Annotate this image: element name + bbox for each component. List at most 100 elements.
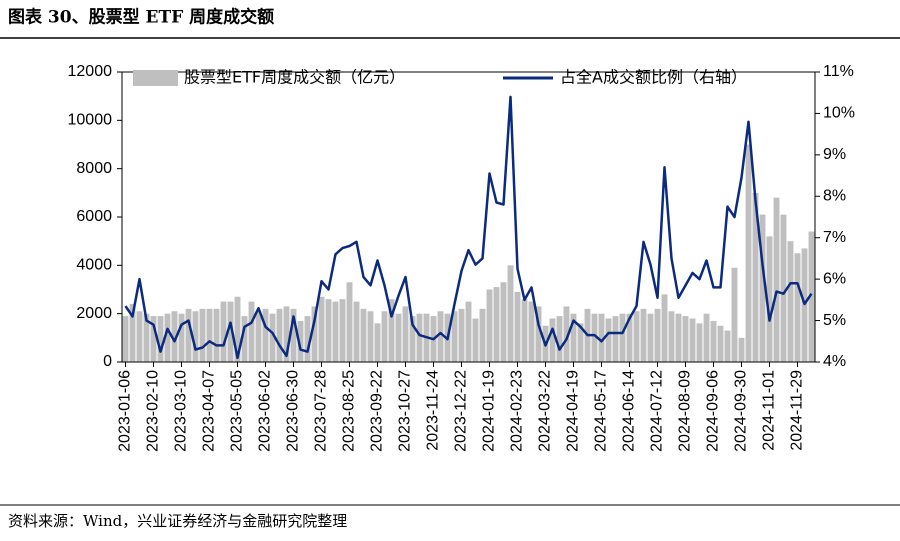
bar — [458, 308, 465, 362]
bar — [661, 294, 668, 362]
bar — [556, 316, 563, 362]
bar — [696, 323, 703, 362]
bar — [297, 320, 304, 362]
bar — [164, 313, 171, 362]
bar — [129, 304, 136, 362]
bar — [248, 301, 255, 362]
x-tick-label: 2024-03-22 — [537, 370, 554, 452]
bar — [605, 318, 612, 362]
bar — [234, 296, 241, 362]
y2-tick-label: 4% — [823, 353, 846, 370]
bar — [479, 308, 486, 362]
y2-tick-label: 11% — [823, 63, 854, 80]
x-tick-label: 2024-07-12 — [649, 370, 666, 452]
bar — [612, 316, 619, 362]
bar — [689, 318, 696, 362]
x-tick-label: 2023-12-22 — [453, 370, 470, 452]
bar — [332, 301, 339, 362]
bar — [717, 325, 724, 362]
bar — [283, 306, 290, 362]
bar — [521, 299, 528, 362]
bar — [360, 308, 367, 362]
bar — [255, 311, 262, 362]
bar — [507, 265, 514, 362]
bar — [451, 311, 458, 362]
x-tick-label: 2023-03-10 — [173, 370, 190, 452]
bar — [493, 287, 500, 362]
bar — [640, 308, 647, 362]
bar — [626, 313, 633, 362]
bar — [318, 296, 325, 362]
bar — [773, 197, 780, 362]
bar — [353, 301, 360, 362]
bar — [514, 291, 521, 362]
bar — [745, 144, 752, 362]
x-tick-label: 2023-06-02 — [257, 370, 274, 452]
bar — [199, 308, 206, 362]
bar — [157, 316, 164, 362]
x-tick-label: 2023-05-05 — [229, 370, 246, 452]
x-tick-label: 2023-09-22 — [369, 370, 386, 452]
bar — [381, 311, 388, 362]
y2-tick-label: 7% — [823, 229, 846, 246]
x-tick-label: 2023-06-30 — [285, 370, 302, 452]
bar — [724, 330, 731, 362]
x-tick-label: 2024-09-30 — [733, 370, 750, 452]
bar — [374, 323, 381, 362]
bar — [738, 337, 745, 362]
x-tick-label: 2023-07-28 — [313, 370, 330, 452]
bar — [577, 323, 584, 362]
x-tick-label: 2024-05-17 — [593, 370, 610, 452]
bar — [759, 214, 766, 362]
y2-tick-label: 8% — [823, 188, 846, 205]
y2-tick-label: 6% — [823, 270, 846, 287]
bar — [752, 192, 759, 362]
bar — [647, 313, 654, 362]
bar — [500, 282, 507, 362]
bar — [563, 306, 570, 362]
bar — [549, 318, 556, 362]
line — [124, 95, 813, 360]
x-tick-label: 2023-11-24 — [425, 370, 442, 451]
bar — [465, 301, 472, 362]
legend-label: 股票型ETF周度成交额（亿元） — [184, 68, 405, 87]
bar — [682, 316, 689, 362]
bar — [808, 231, 815, 362]
y-tick-label: 8000 — [76, 160, 112, 177]
bar — [136, 311, 143, 362]
y-tick-label: 10000 — [68, 112, 113, 129]
bar — [171, 311, 178, 362]
legend-swatch — [133, 70, 178, 86]
bar — [269, 313, 276, 362]
x-tick-label: 2024-11-01 — [761, 370, 778, 451]
bar — [241, 316, 248, 362]
bar — [185, 308, 192, 362]
bar — [416, 313, 423, 362]
x-tick-label: 2024-06-14 — [621, 370, 638, 452]
x-tick-label: 2023-01-06 — [117, 370, 134, 452]
bar — [290, 308, 297, 362]
bar — [346, 282, 353, 362]
bar — [675, 313, 682, 362]
chart-title: 图表 30、股票型 ETF 周度成交额 — [8, 7, 274, 28]
x-tick-label: 2024-01-19 — [481, 370, 498, 452]
x-tick-label: 2024-11-29 — [789, 370, 806, 451]
y-tick-label: 0 — [103, 353, 112, 370]
y2-tick-label: 9% — [823, 146, 846, 163]
bar — [143, 313, 150, 362]
bar — [619, 313, 626, 362]
bar — [325, 299, 332, 362]
bar — [150, 316, 157, 362]
bar — [486, 289, 493, 362]
bar — [402, 306, 409, 362]
x-tick-label: 2024-09-06 — [705, 370, 722, 452]
bar — [262, 308, 269, 362]
bar — [591, 313, 598, 362]
bar — [472, 318, 479, 362]
bar — [213, 308, 220, 362]
x-tick-label: 2023-02-10 — [145, 370, 162, 452]
bar — [668, 311, 675, 362]
bar — [794, 253, 801, 362]
bar — [311, 306, 318, 362]
y2-tick-label: 10% — [823, 105, 855, 122]
